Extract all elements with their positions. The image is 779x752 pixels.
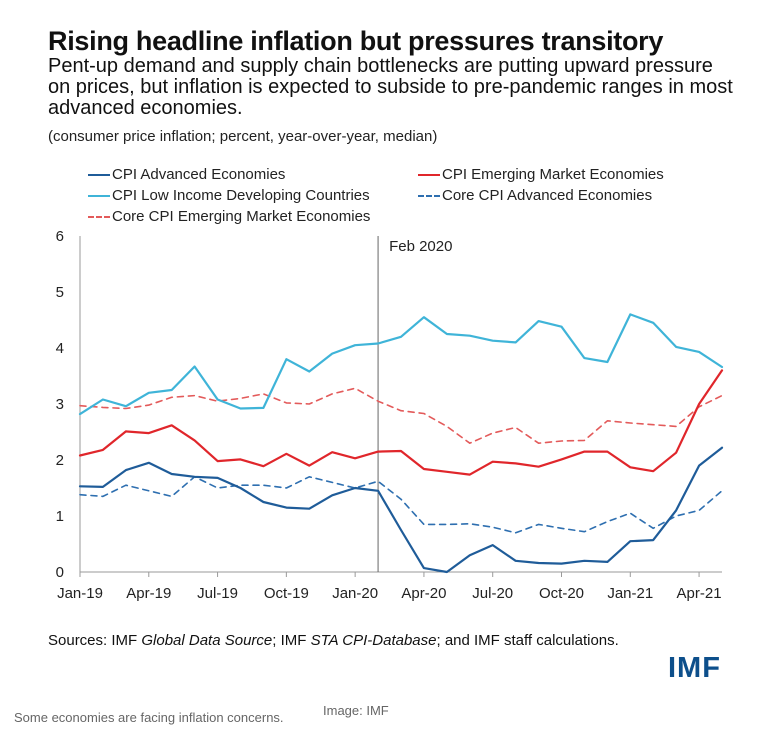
legend-item-cpi-lidc: CPI Low Income Developing Countries — [88, 187, 370, 204]
legend-item-cpi-ae: CPI Advanced Economies — [88, 166, 285, 183]
legend-label: CPI Low Income Developing Countries — [112, 187, 370, 204]
sources-italic-1: Global Data Source — [141, 632, 273, 649]
legend-label: CPI Advanced Economies — [112, 166, 286, 183]
x-tick-label: Apr-20 — [401, 585, 446, 602]
x-tick-label: Jan-19 — [57, 585, 103, 602]
chart-title: Rising headline inflation but pressures … — [48, 26, 664, 56]
legend-label: Core CPI Emerging Market Economies — [112, 208, 371, 225]
sources-note: Sources: IMF Global Data Source; IMF STA… — [48, 632, 619, 649]
legend-swatch-core-ae — [418, 194, 440, 197]
y-tick-label: 4 — [56, 340, 64, 357]
legend-swatch-cpi-ae — [88, 173, 110, 176]
x-tick-label: Jan-20 — [332, 585, 378, 602]
legend-swatch-cpi-em — [418, 173, 440, 176]
y-tick-label: 6 — [56, 228, 64, 245]
feb-2020-marker-label: Feb 2020 — [389, 238, 452, 255]
image-credit: Image: IMF — [323, 703, 389, 718]
sources-italic-2: STA CPI-Database — [310, 632, 437, 649]
y-tick-label: 3 — [56, 396, 64, 413]
x-tick-label: Oct-20 — [539, 585, 584, 602]
x-tick-label: Jul-20 — [472, 585, 513, 602]
legend-label: CPI Emerging Market Economies — [442, 166, 664, 183]
line-chart: 0 1 2 3 4 5 6 Jan-19 Apr-19 Jul-19 Oct-19 Jan-20 Apr… — [56, 228, 724, 602]
series-line-core-em — [79, 387, 723, 444]
series-line-core-ae — [79, 476, 723, 534]
y-tick-label: 0 — [56, 564, 64, 581]
series-line-cpi-em — [78, 369, 724, 476]
x-tick-label: Apr-21 — [677, 585, 722, 602]
legend-item-core-ae: Core CPI Advanced Economies — [418, 187, 652, 204]
x-tick-label: Jul-19 — [197, 585, 238, 602]
legend-label: Core CPI Advanced Economies — [442, 187, 653, 204]
chart-subtitle: Pent-up demand and supply chain bottlene… — [48, 55, 733, 119]
series-line-cpi-ae — [78, 446, 724, 574]
y-tick-label: 1 — [56, 508, 64, 525]
imf-logo: IMF — [668, 652, 721, 684]
legend-swatch-core-em — [88, 215, 110, 218]
y-tick-label: 2 — [56, 452, 64, 469]
sources-mid: ; IMF — [272, 632, 311, 649]
sources-prefix: Sources: IMF — [48, 632, 142, 649]
image-caption: Some economies are facing inflation conc… — [14, 710, 284, 725]
legend-swatch-cpi-lidc — [88, 194, 110, 197]
legend-item-core-em: Core CPI Emerging Market Economies — [88, 208, 370, 225]
series-line-cpi-lidc — [78, 313, 724, 416]
sources-suffix: ; and IMF staff calculations. — [436, 632, 619, 649]
x-tick-label: Oct-19 — [264, 585, 309, 602]
chart-units-note: (consumer price inflation; percent, year… — [48, 128, 438, 145]
y-tick-label: 5 — [56, 284, 64, 301]
legend-item-cpi-em: CPI Emerging Market Economies — [418, 166, 664, 183]
x-tick-label: Jan-21 — [607, 585, 653, 602]
x-tick-label: Apr-19 — [126, 585, 171, 602]
